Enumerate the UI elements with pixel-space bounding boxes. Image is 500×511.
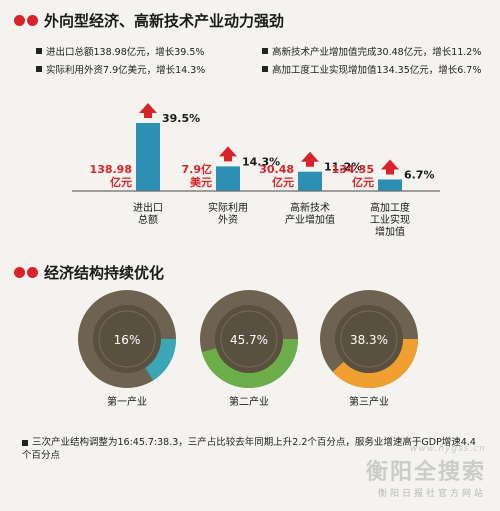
stats-list: 进出口总额138.98亿元，增长39.5% 高新技术产业增加值完成30.48亿元… [36, 44, 491, 76]
section-title-structure: 经济结构持续优化 [14, 262, 164, 283]
ring-hole [93, 305, 161, 373]
ring: 16% [78, 290, 176, 388]
total-label: 美元 [190, 175, 212, 189]
ring-segment [332, 338, 418, 388]
watermark: www.hygss.cn 衡阳全搜索 衡阳日报社官方网站 [366, 444, 486, 499]
ring-category-label: 第三产业 [349, 395, 389, 408]
category-label: 外资 [218, 214, 238, 226]
bar [136, 123, 160, 191]
ring-category-label: 第二产业 [229, 395, 269, 408]
total-label: 134.35 [332, 163, 374, 176]
section-title-text: 经济结构持续优化 [44, 264, 165, 282]
ring-chart: 16% 第一产业 45.7% 第二产业 38.3% 第三产业 [78, 290, 418, 408]
category-label: 高加工度 [370, 201, 410, 214]
title-dots-icon [14, 267, 38, 278]
growth-label: 14.3% [242, 155, 280, 168]
ring-value-label: 45.7% [230, 333, 268, 347]
category-label: 实际利用 [208, 201, 248, 214]
ring-value-label: 38.3% [350, 333, 388, 347]
bar-chart: 39.5%138.98亿元进出口总额14.3%7.9亿美元实际利用外资11.2%… [72, 103, 440, 238]
total-label: 亿元 [352, 175, 374, 189]
square-bullet-icon [22, 439, 28, 446]
ring-value-label: 16% [114, 333, 141, 347]
watermark-sub: 衡阳日报社官方网站 [377, 489, 486, 499]
growth-arrow-icon [301, 151, 319, 167]
growth-arrow-icon [381, 159, 399, 175]
ring-segment [201, 338, 298, 388]
stat-item: 进出口总额138.98亿元，增长39.5% [36, 44, 262, 58]
square-bullet-icon [36, 48, 42, 54]
title-dots-icon [14, 15, 38, 26]
stat-item: 高新技术产业增加值完成30.48亿元，增长11.2% [262, 44, 491, 58]
ring-hole [335, 305, 403, 373]
ring-hole [215, 305, 283, 373]
category-label: 进出口 [133, 201, 163, 214]
section-title-text: 外向型经济、高新技术产业动力强劲 [44, 12, 285, 30]
square-bullet-icon [262, 48, 268, 54]
stat-item: 高加工度工业实现增加值134.35亿元，增长6.7% [262, 62, 491, 76]
growth-label: 11.2% [324, 161, 362, 174]
growth-arrow-icon [219, 146, 237, 162]
total-label: 亿元 [272, 175, 294, 189]
stat-item: 实际利用外资7.9亿美元，增长14.3% [36, 62, 262, 76]
ring: 45.7% [200, 290, 298, 388]
ring-category-label: 第一产业 [107, 395, 147, 408]
section-title-dynamics: 外向型经济、高新技术产业动力强劲 [14, 10, 284, 31]
category-label: 工业实现 [370, 213, 410, 226]
watermark-url: www.hygss.cn [409, 444, 486, 454]
square-bullet-icon [262, 66, 268, 72]
growth-label: 6.7% [404, 168, 435, 181]
watermark-name: 衡阳全搜索 [365, 460, 486, 485]
category-label: 总额 [138, 213, 158, 226]
square-bullet-icon [36, 66, 42, 72]
ring-hole-rim [98, 310, 156, 368]
total-label: 30.48 [259, 163, 294, 176]
ring: 38.3% [320, 290, 418, 388]
ring-hole-rim [340, 310, 398, 368]
structure-note: 三次产业结构调整为16:45.7:38.3，三产占比较去年同期上升2.2个百分点… [22, 437, 476, 461]
category-label: 高新技术 [290, 201, 330, 214]
total-label: 亿元 [110, 175, 132, 189]
bar [216, 166, 240, 191]
total-label: 7.9亿 [182, 162, 213, 176]
category-label: 增加值 [375, 225, 405, 238]
total-label: 138.98 [90, 163, 132, 176]
growth-arrow-icon [139, 103, 157, 118]
growth-label: 39.5% [162, 112, 200, 125]
bar [298, 171, 322, 191]
ring-segment [144, 338, 176, 381]
ring-hole-rim [220, 310, 278, 368]
bar [378, 179, 402, 191]
category-label: 产业增加值 [285, 213, 335, 226]
